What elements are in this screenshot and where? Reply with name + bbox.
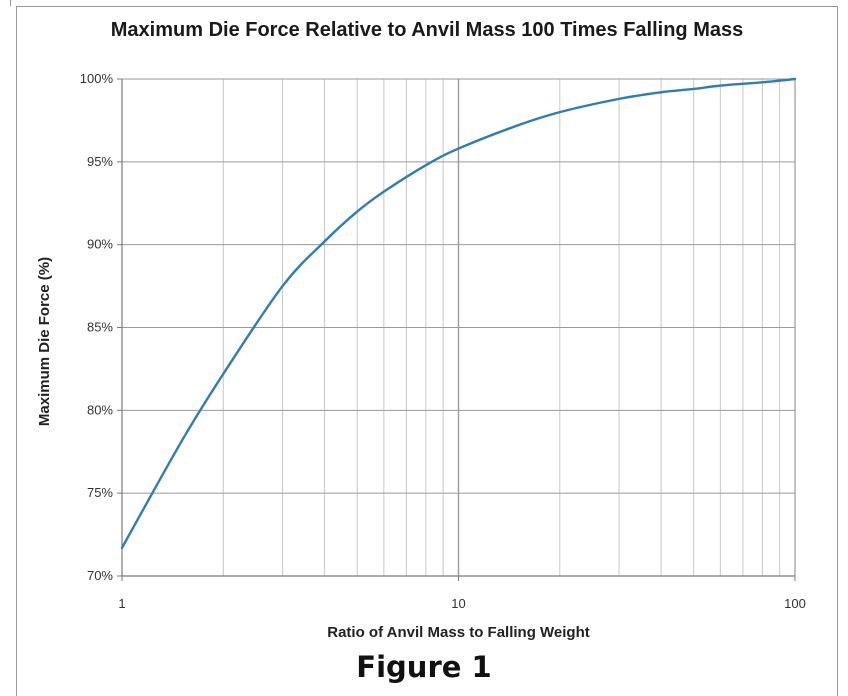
figure-frame bbox=[16, 6, 838, 696]
x-tick-label: 1 bbox=[118, 596, 125, 611]
grid-lines bbox=[122, 78, 796, 577]
chart-title: Maximum Die Force Relative to Anvil Mass… bbox=[110, 19, 744, 41]
axes bbox=[117, 78, 796, 581]
x-axis-label: Ratio of Anvil Mass to Falling Weight bbox=[327, 624, 590, 641]
y-tick-label: 80% bbox=[87, 402, 113, 417]
x-tick-label: 10 bbox=[451, 596, 465, 611]
tick-labels: 70% 75% 80% 85% 90% 95% 100% 1 10 100 bbox=[80, 71, 806, 611]
y-tick-label: 100% bbox=[80, 71, 114, 86]
y-axis-label: Maximum Die Force (%) bbox=[36, 257, 53, 426]
x-tick-label: 100 bbox=[784, 596, 806, 611]
y-tick-label: 85% bbox=[87, 320, 113, 335]
y-tick-label: 90% bbox=[87, 237, 113, 252]
y-tick-label: 75% bbox=[87, 485, 113, 500]
series-layer bbox=[120, 77, 797, 550]
y-tick-label: 95% bbox=[87, 154, 113, 169]
y-tick-label: 70% bbox=[87, 568, 113, 583]
series-line bbox=[120, 77, 797, 550]
corner-mark bbox=[0, 0, 11, 6]
figure-caption: Figure 1 bbox=[356, 650, 492, 684]
